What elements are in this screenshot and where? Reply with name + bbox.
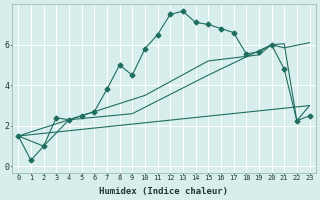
- X-axis label: Humidex (Indice chaleur): Humidex (Indice chaleur): [100, 187, 228, 196]
